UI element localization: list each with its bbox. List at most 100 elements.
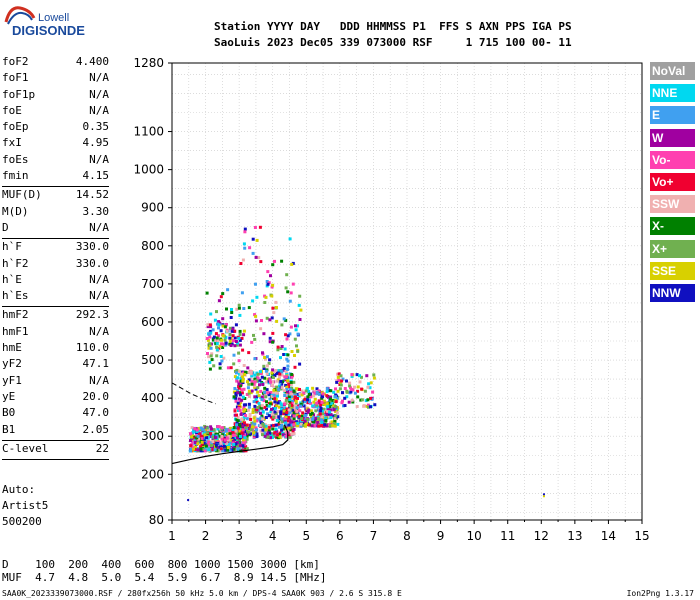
echo-point (212, 364, 216, 368)
echo-point (245, 417, 249, 421)
param-row: h`Es N/A (2, 289, 109, 305)
echo-point (209, 312, 213, 316)
echo-point (205, 440, 209, 444)
echo-point (330, 402, 334, 406)
echo-point (194, 445, 197, 449)
echo-point (281, 368, 285, 372)
x-tick-label: 15 (634, 529, 649, 543)
echo-point (245, 408, 249, 412)
echo-point (283, 347, 287, 351)
y-tick-label: 200 (141, 467, 164, 481)
echo-point (286, 412, 290, 416)
echo-point (239, 379, 243, 383)
param-name: foF2 (2, 55, 29, 68)
echo-point (270, 294, 274, 298)
echo-point (347, 400, 351, 404)
echo-point (265, 426, 269, 430)
echo-point (272, 311, 276, 315)
echo-point (278, 425, 281, 429)
echo-point (216, 339, 220, 343)
echo-point (258, 404, 262, 408)
echo-point (366, 398, 370, 402)
echo-point (262, 367, 266, 370)
echo-point (329, 408, 333, 412)
echo-point (237, 409, 240, 412)
echo-point (264, 428, 268, 432)
echo-point (215, 348, 219, 352)
echo-point (242, 416, 246, 420)
echo-point (228, 336, 232, 340)
echo-point (320, 420, 324, 424)
echo-point (215, 336, 219, 340)
echo-point (299, 404, 302, 408)
echo-point (328, 423, 332, 427)
param-row: foE N/A (2, 104, 109, 120)
echo-point (257, 394, 261, 398)
echo-point (287, 416, 291, 419)
echo-point (267, 404, 271, 408)
echo-point (193, 438, 197, 442)
echo-point (312, 400, 316, 404)
echo-point (341, 377, 345, 381)
echo-point (306, 423, 310, 427)
echo-point (237, 386, 241, 390)
echo-point (353, 391, 357, 395)
echo-point (270, 285, 274, 289)
echo-point (239, 262, 243, 265)
echo-point (264, 424, 268, 428)
echo-point (249, 418, 253, 421)
echo-point (195, 430, 199, 433)
param-value: 4.95 (82, 136, 110, 150)
x-tick-label: 13 (567, 529, 582, 543)
echo-point (351, 400, 355, 404)
echo-point (292, 432, 296, 436)
echo-point (213, 448, 217, 452)
echo-point (239, 384, 242, 388)
echo-point (321, 409, 324, 413)
echo-point (263, 356, 267, 359)
echo-point (197, 432, 201, 436)
echo-point (242, 307, 246, 310)
echo-point (278, 375, 281, 379)
echo-point (216, 322, 219, 326)
echo-point (265, 364, 269, 368)
x-tick-label: 3 (235, 529, 243, 543)
echo-point (271, 340, 275, 344)
echo-point (263, 432, 267, 436)
echo-point (336, 415, 340, 419)
echo-point (219, 342, 223, 346)
echo-point (238, 329, 242, 333)
header-line-1: Station YYYY DAY DDD HHMMSS P1 FFS S AXN… (214, 20, 572, 33)
echo-point (286, 429, 290, 433)
echo-point (242, 409, 246, 413)
echo-point (252, 382, 256, 386)
echo-point (315, 403, 319, 407)
echo-point (295, 344, 298, 348)
echo-point (256, 376, 260, 380)
echo-point (288, 399, 292, 403)
param-value: 20.0 (82, 389, 110, 403)
echo-point (214, 443, 218, 447)
echo-point (207, 355, 211, 359)
param-value: 22 (95, 441, 109, 455)
echo-point (293, 406, 297, 410)
echo-point (260, 395, 264, 399)
legend-item: SSW (650, 195, 695, 214)
echo-point (312, 394, 316, 398)
header-line-2: SaoLuis 2023 Dec05 339 073000 RSF 1 715 … (214, 36, 572, 49)
echo-point (210, 358, 214, 362)
echo-point (245, 447, 249, 451)
echo-point (264, 369, 268, 373)
echo-point (285, 411, 289, 414)
echo-point (279, 425, 283, 429)
polarization-legend: NoVal NNE E W Vo- Vo+ SSW X- X+ SSE NNW (650, 62, 695, 306)
echo-point (301, 411, 305, 415)
echo-point (276, 423, 280, 427)
echo-point (238, 393, 242, 397)
echo-point (243, 424, 247, 428)
echo-point (287, 385, 290, 389)
logo-text-digisonde: DIGISONDE (12, 23, 85, 38)
echo-point (224, 429, 228, 433)
echo-point (210, 427, 213, 431)
echo-point (333, 416, 337, 420)
